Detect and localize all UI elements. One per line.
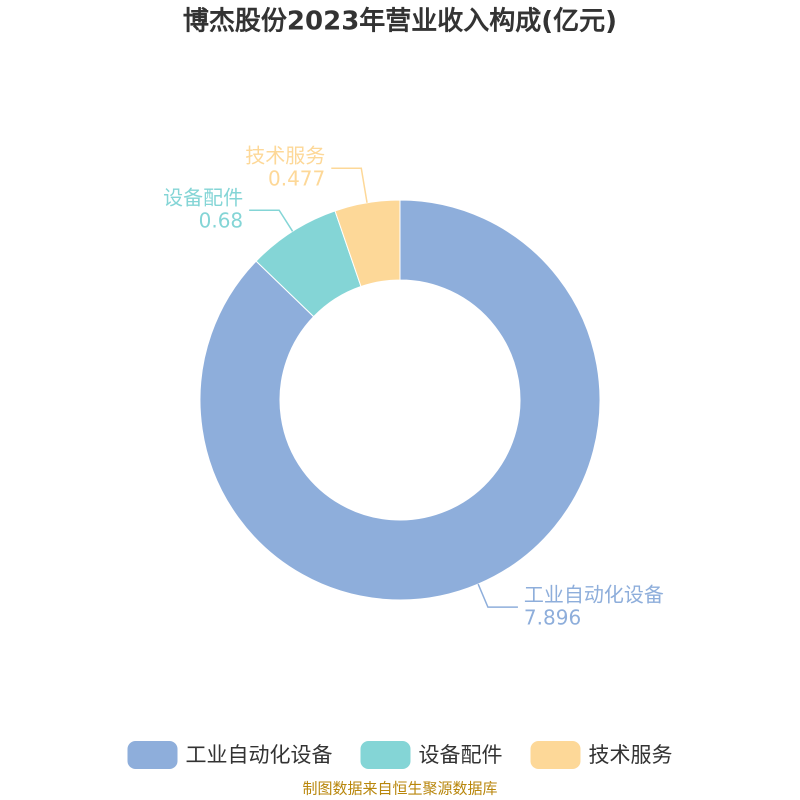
legend-swatch: [127, 741, 178, 769]
slice-value: 0.68: [199, 209, 244, 233]
slice-label: 设备配件: [163, 186, 243, 210]
chart-title: 博杰股份2023年营业收入构成(亿元): [183, 6, 617, 37]
legend-label: 设备配件: [419, 743, 503, 767]
legend-label: 工业自动化设备: [186, 743, 333, 767]
slice-value: 0.477: [268, 167, 325, 191]
legend-swatch: [360, 741, 411, 769]
legend-swatch: [530, 741, 581, 769]
leader-line: [331, 167, 368, 203]
slice-label: 工业自动化设备: [524, 583, 664, 607]
slice-value: 7.896: [524, 606, 581, 630]
donut-slice: [334, 199, 401, 288]
slice-label: 技术服务: [245, 144, 325, 168]
leader-line: [249, 209, 294, 232]
donut-slice: [199, 199, 601, 601]
leader-line: [477, 583, 518, 608]
source-note: 制图数据来自恒生聚源数据库: [302, 780, 497, 798]
legend-label: 技术服务: [589, 743, 673, 767]
